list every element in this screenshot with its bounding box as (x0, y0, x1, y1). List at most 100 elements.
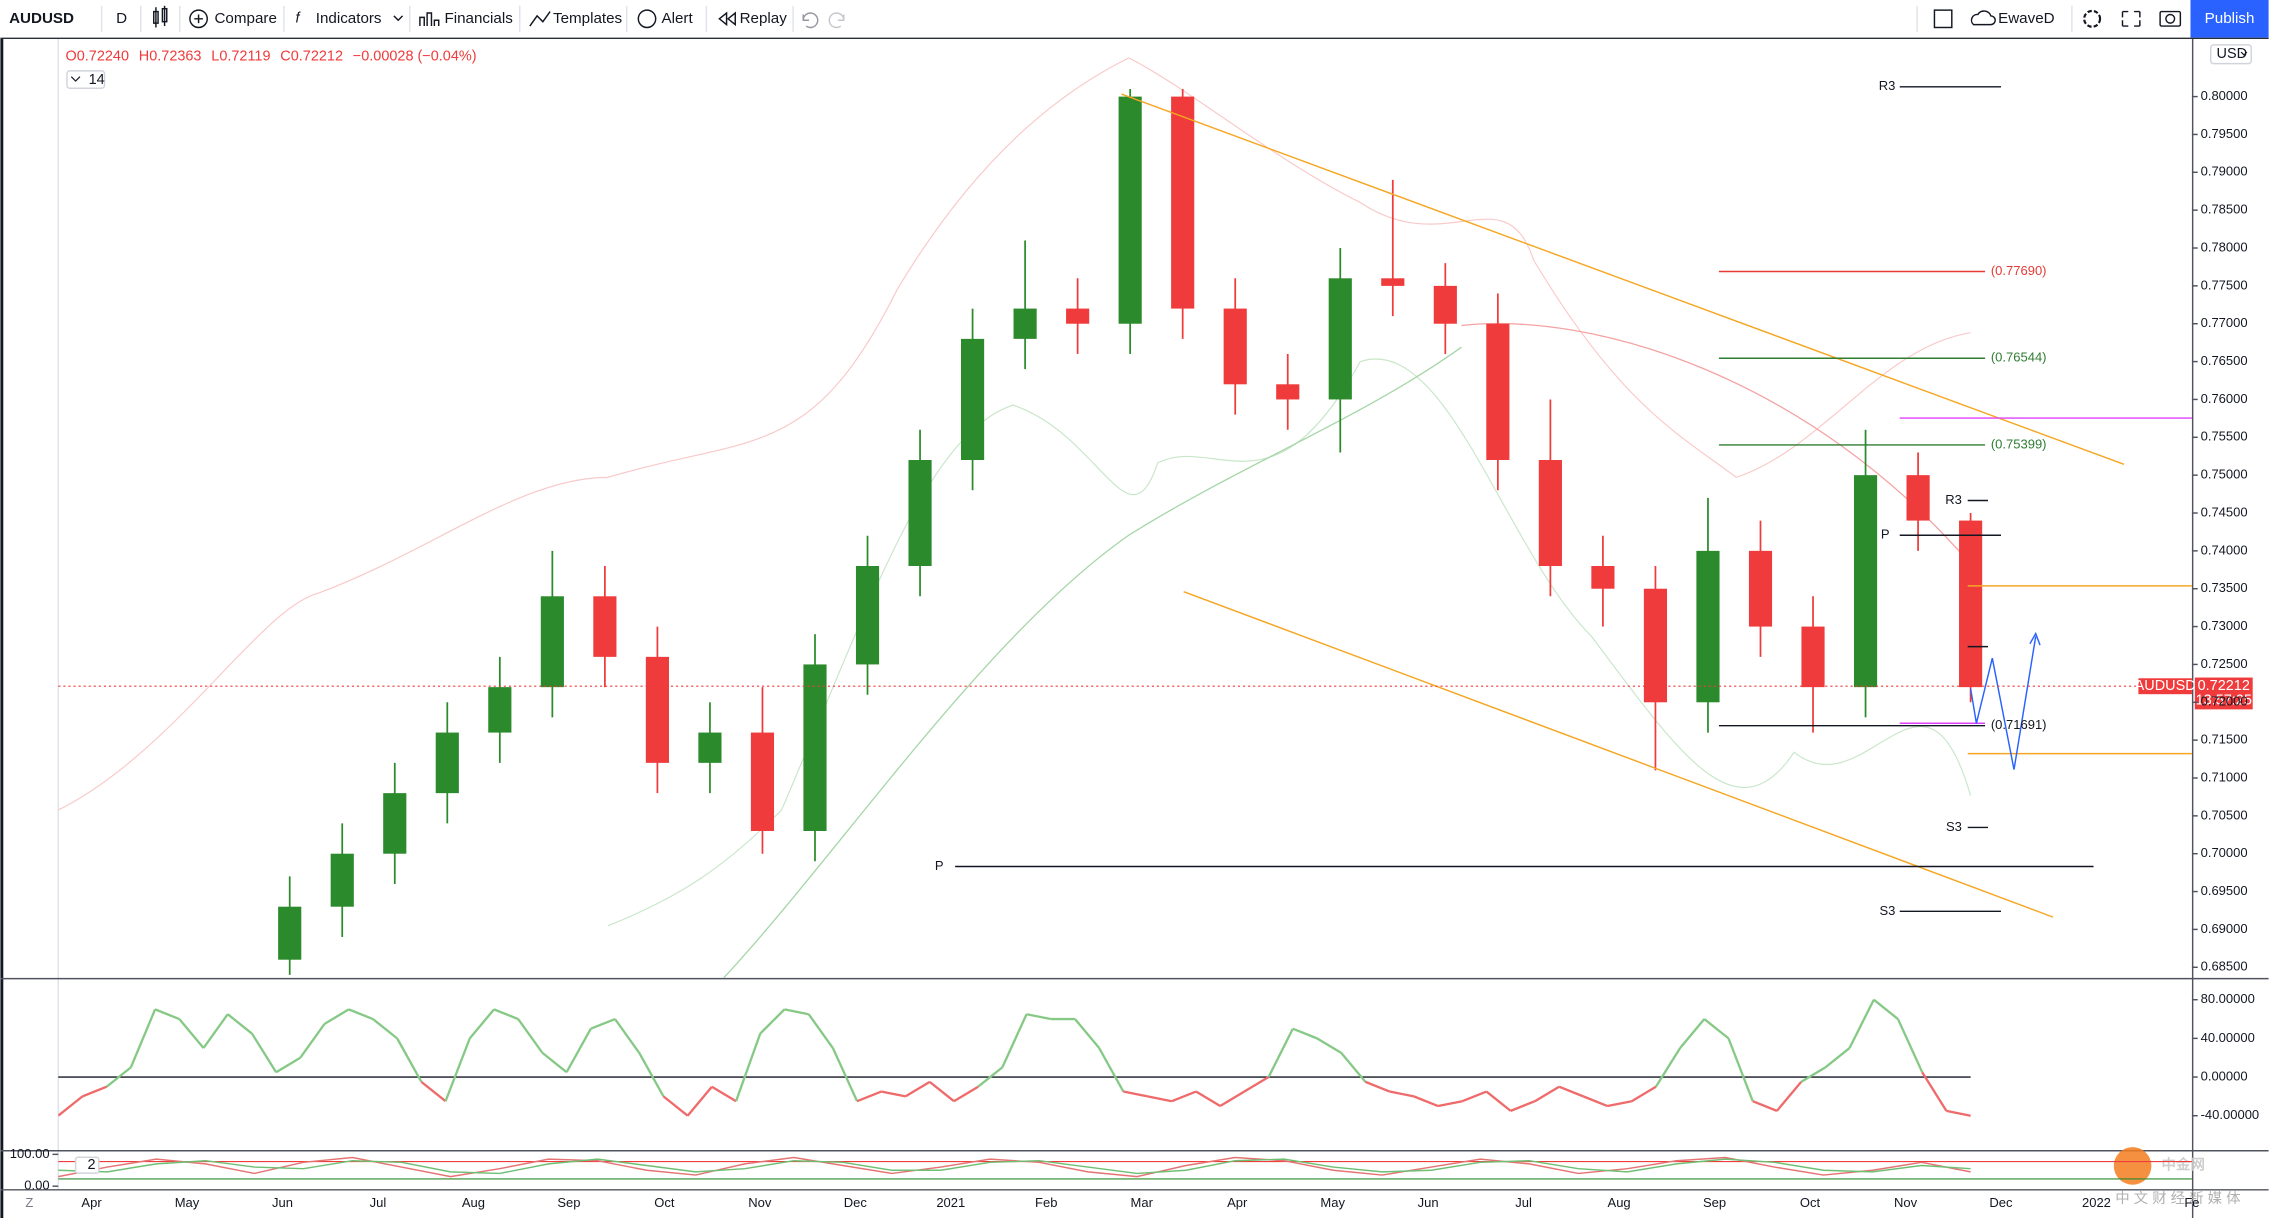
y-tick-label: 0.75500 (2201, 429, 2248, 444)
oscillator-segment (82, 1085, 108, 1098)
fib-label: (0.77690) (1991, 263, 2047, 278)
candle-body (1118, 96, 1142, 324)
indicators-chevron[interactable] (393, 15, 404, 22)
oscillator-segment (1873, 998, 1899, 1020)
y-tick-label: 0.80000 (2201, 88, 2248, 103)
oscillator-segment (493, 1008, 519, 1021)
oscillator-segment (1776, 1081, 1803, 1112)
financials-icon[interactable] (419, 12, 440, 27)
oscillator-segment (831, 1047, 859, 1102)
candle-body (1486, 323, 1510, 461)
oscillator-segment (1485, 1090, 1512, 1112)
x-tick-label: Sep (557, 1195, 580, 1210)
length-box[interactable] (66, 70, 106, 89)
watermark-logo (2113, 1147, 2152, 1185)
y-tick-label: 0.74000 (2201, 542, 2248, 557)
oscillator-segment (1365, 1080, 1391, 1093)
upper-band (58, 57, 1971, 811)
oscillator-segment (1582, 1095, 1608, 1108)
y-tick-label: 0.73500 (2201, 580, 2248, 595)
oscillator-segment (1267, 1028, 1294, 1078)
open: O0.72240 (65, 48, 128, 64)
candle-body (961, 338, 985, 461)
candle-body (593, 596, 617, 657)
toolbar: AUDUSD D f EwaveD Publish (0, 0, 2269, 40)
indicators-icon[interactable]: f (295, 11, 301, 27)
oscillator-segment (1437, 1100, 1463, 1108)
cloud-icon[interactable] (1970, 10, 1996, 26)
oscillator-segment (1340, 1052, 1367, 1083)
oscillator-segment (348, 1008, 374, 1021)
oscillator-segment (807, 1013, 834, 1049)
toolbar-item[interactable]: Indicators (316, 10, 382, 27)
candle-body (1381, 278, 1405, 286)
toolbar-item[interactable]: Replay (740, 10, 788, 27)
timezone-corner[interactable]: Z (25, 1195, 33, 1210)
toolbar-item[interactable]: Templates (553, 10, 623, 27)
x-tick-label: Aug (462, 1195, 485, 1210)
replay-icon[interactable] (718, 11, 736, 27)
oscillator-segment (856, 1090, 882, 1103)
publish-label[interactable]: Publish (2205, 10, 2255, 27)
oscillator-segment (178, 1018, 205, 1049)
pivot-label: R3 (1879, 78, 1896, 93)
change: −0.00028 (−0.04%) (353, 48, 477, 64)
compare-icon[interactable] (189, 9, 208, 29)
oscillator-segment (734, 1033, 762, 1102)
currency[interactable]: USD (2217, 46, 2248, 62)
toolbar-item[interactable]: Alert (661, 10, 693, 27)
pane-label[interactable]: 2 (88, 1157, 96, 1173)
y-tick-label: 0.76000 (2201, 391, 2248, 406)
overlay: (0.77690) (0.76544) (0.75399) (0.71691) AUDU… (58, 263, 2253, 732)
oscillator-line (58, 1158, 1971, 1175)
y-tick-label: 0.73000 (2201, 618, 2248, 633)
candle-body (1801, 626, 1825, 688)
toolbar-item[interactable]: Compare (214, 10, 276, 27)
length-chevron[interactable] (70, 76, 81, 82)
currency-box[interactable] (2210, 44, 2252, 65)
candle-body (278, 906, 302, 960)
low: L0.72119 (211, 48, 270, 64)
channel-upper (1121, 93, 2125, 466)
y-tick-label: 0.69500 (2201, 883, 2248, 898)
candle-body (1223, 308, 1247, 385)
pane-label-box[interactable] (74, 1156, 100, 1174)
alert-icon[interactable] (637, 9, 657, 29)
y-tick-label: 0.71000 (2201, 769, 2248, 784)
candle-body (1853, 475, 1878, 688)
redo-icon[interactable] (828, 12, 845, 29)
fullscreen-icon[interactable] (2121, 10, 2141, 27)
user-layout[interactable]: EwaveD (1998, 10, 2055, 27)
projection-arrow (2029, 631, 2041, 646)
oscillator-segment (1752, 1100, 1778, 1112)
oscillator-segment (784, 1008, 809, 1016)
layout-icon[interactable] (1933, 9, 1953, 29)
countdown: 13:57:25 (2196, 693, 2252, 709)
chart-style-icon[interactable] (153, 5, 168, 28)
interval[interactable]: D (116, 10, 127, 27)
x-tick-label: Jul (1515, 1195, 1532, 1210)
symbol-tag: AUDUSD (2135, 678, 2196, 694)
undo-icon[interactable] (802, 12, 819, 29)
candle-body (1591, 566, 1615, 589)
settings-icon[interactable] (2083, 9, 2102, 28)
length-value[interactable]: 14 (89, 72, 105, 88)
symbol[interactable]: AUDUSD (9, 10, 74, 27)
y-tick-label: 0.78000 (2201, 239, 2248, 254)
oscillator-segment (396, 1037, 423, 1083)
y-tick-label: 0.74500 (2201, 504, 2248, 519)
pink-ma (1461, 322, 1972, 565)
publish-button[interactable] (2190, 0, 2269, 38)
y-tick-label: 0.71500 (2201, 732, 2248, 747)
candle-body (435, 732, 459, 794)
candle-body (855, 566, 880, 665)
x-tick-label: Jun (1418, 1195, 1439, 1210)
watermark-text: 中金网 (2162, 1156, 2205, 1174)
oscillator-segment (1654, 1047, 1682, 1088)
toolbar-item[interactable]: Financials (444, 10, 513, 27)
x-tick-label: Jul (370, 1195, 387, 1210)
templates-icon[interactable] (529, 11, 551, 27)
y-tick-label: 40.00000 (2201, 1030, 2255, 1045)
snapshot-icon[interactable] (2159, 10, 2182, 27)
oscillator-segment (1243, 1076, 1270, 1093)
